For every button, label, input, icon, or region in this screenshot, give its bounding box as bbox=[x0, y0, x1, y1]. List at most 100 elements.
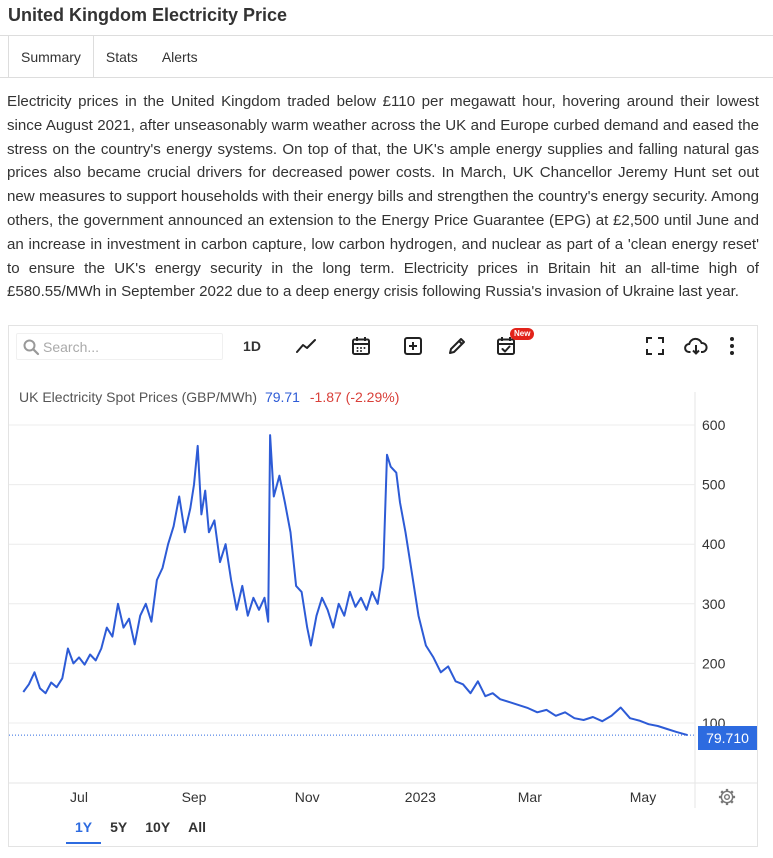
data-point bbox=[139, 615, 141, 617]
data-point bbox=[167, 543, 169, 545]
data-point bbox=[284, 502, 286, 504]
data-point bbox=[67, 648, 69, 650]
draw-button[interactable] bbox=[446, 334, 468, 358]
tab-alerts[interactable]: Alerts bbox=[161, 49, 198, 65]
data-point bbox=[564, 712, 566, 714]
data-point bbox=[499, 698, 501, 700]
x-tick-label: 2023 bbox=[405, 789, 436, 805]
data-point bbox=[197, 445, 199, 447]
fullscreen-button[interactable] bbox=[644, 334, 666, 358]
data-point bbox=[301, 591, 303, 593]
data-point bbox=[477, 681, 479, 683]
calendar-icon bbox=[352, 337, 370, 355]
download-button[interactable] bbox=[683, 334, 709, 358]
data-point bbox=[386, 454, 388, 456]
data-point bbox=[440, 672, 442, 674]
interval-button[interactable]: 1D bbox=[243, 338, 261, 354]
data-point bbox=[527, 707, 529, 709]
y-tick-label: 200 bbox=[702, 655, 726, 671]
fullscreen-icon bbox=[646, 337, 664, 355]
data-point bbox=[349, 591, 351, 593]
data-point bbox=[546, 709, 548, 711]
data-point bbox=[639, 720, 641, 722]
data-point bbox=[50, 682, 52, 684]
data-point bbox=[264, 597, 266, 599]
data-point bbox=[648, 723, 650, 725]
x-tick-label: Nov bbox=[295, 789, 320, 805]
range-all[interactable]: All bbox=[188, 819, 207, 835]
data-point bbox=[184, 532, 186, 534]
data-point bbox=[433, 657, 435, 659]
y-tick-label: 500 bbox=[702, 477, 726, 493]
data-point bbox=[214, 520, 216, 522]
calendar-button[interactable] bbox=[350, 334, 372, 358]
gear-icon[interactable] bbox=[718, 788, 736, 806]
x-tick-label: Jul bbox=[70, 789, 88, 805]
data-point bbox=[95, 660, 97, 662]
x-tick-label: May bbox=[630, 789, 656, 805]
range-1y[interactable]: 1Y bbox=[66, 816, 102, 844]
data-point bbox=[396, 472, 398, 474]
data-point bbox=[485, 695, 487, 697]
range-selector: 1Y 5Y 10Y All bbox=[66, 816, 215, 844]
add-indicator-button[interactable] bbox=[402, 334, 424, 358]
data-point bbox=[62, 678, 64, 680]
data-point bbox=[219, 561, 221, 563]
data-point bbox=[204, 490, 206, 492]
data-point bbox=[78, 657, 80, 659]
legend-series-name: UK Electricity Spot Prices (GBP/MWh) bbox=[19, 389, 258, 405]
calendar-check-button[interactable] bbox=[495, 334, 517, 358]
x-tick-label: Mar bbox=[518, 789, 542, 805]
range-10y[interactable]: 10Y bbox=[145, 819, 171, 835]
data-point bbox=[377, 603, 379, 605]
data-point bbox=[399, 502, 401, 504]
search-input[interactable] bbox=[43, 336, 213, 358]
y-tick-label: 600 bbox=[702, 417, 726, 433]
search-icon bbox=[23, 339, 40, 356]
data-point bbox=[230, 579, 232, 581]
data-point bbox=[123, 627, 125, 629]
range-5y[interactable]: 5Y bbox=[110, 819, 128, 835]
data-point bbox=[611, 715, 613, 717]
data-point bbox=[470, 692, 472, 694]
data-point bbox=[360, 597, 362, 599]
data-point bbox=[574, 717, 576, 719]
pencil-icon bbox=[449, 338, 465, 354]
tab-summary[interactable]: Summary bbox=[8, 36, 94, 78]
chart-legend: UK Electricity Spot Prices (GBP/MWh) 79.… bbox=[19, 389, 399, 405]
line-chart-button[interactable] bbox=[295, 334, 317, 358]
data-point bbox=[162, 567, 164, 569]
data-point bbox=[225, 543, 227, 545]
series-line bbox=[22, 434, 688, 737]
tab-stats[interactable]: Stats bbox=[105, 49, 138, 65]
tab-bar: Summary Stats Alerts bbox=[8, 36, 210, 78]
data-point bbox=[145, 603, 147, 605]
data-point bbox=[620, 707, 622, 709]
data-point bbox=[518, 704, 520, 706]
data-point bbox=[253, 597, 255, 599]
search-box[interactable] bbox=[16, 333, 223, 360]
data-point bbox=[405, 532, 407, 534]
y-tick-label: 400 bbox=[702, 536, 726, 552]
data-point bbox=[687, 734, 689, 736]
y-tick-label: 300 bbox=[702, 596, 726, 612]
data-point bbox=[178, 496, 180, 498]
more-button[interactable] bbox=[726, 334, 738, 358]
data-point bbox=[338, 603, 340, 605]
data-point bbox=[247, 615, 249, 617]
data-point bbox=[425, 645, 427, 647]
data-point bbox=[383, 567, 385, 569]
summary-text: Electricity prices in the United Kingdom… bbox=[7, 93, 759, 301]
data-point bbox=[418, 615, 420, 617]
data-point bbox=[273, 496, 275, 498]
data-point bbox=[676, 731, 678, 733]
legend-change: -1.87 (-2.29%) bbox=[309, 389, 400, 405]
data-point bbox=[258, 609, 260, 611]
chart-toolbar: 1D bbox=[9, 326, 757, 366]
data-point bbox=[657, 725, 659, 727]
data-point bbox=[279, 475, 281, 477]
data-point bbox=[242, 585, 244, 587]
data-point bbox=[366, 609, 368, 611]
data-point bbox=[34, 672, 36, 674]
